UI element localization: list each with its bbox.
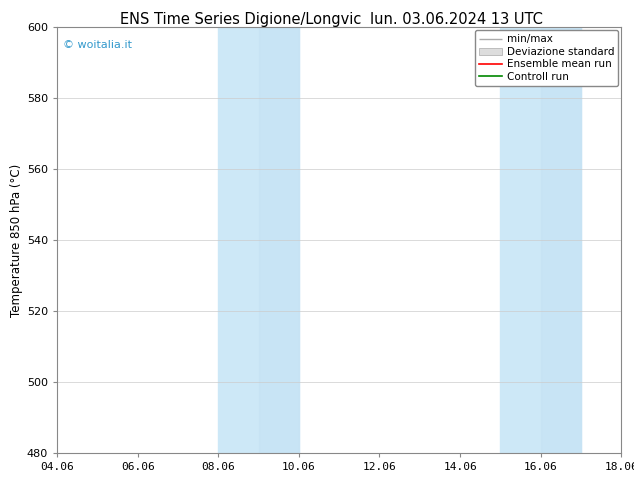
Text: © woitalia.it: © woitalia.it bbox=[63, 40, 132, 50]
Bar bbox=[218, 27, 299, 453]
Text: ENS Time Series Digione/Longvic: ENS Time Series Digione/Longvic bbox=[120, 12, 361, 27]
Y-axis label: Temperature 850 hPa (°C): Temperature 850 hPa (°C) bbox=[10, 164, 23, 317]
Legend: min/max, Deviazione standard, Ensemble mean run, Controll run: min/max, Deviazione standard, Ensemble m… bbox=[476, 30, 618, 86]
Bar bbox=[541, 27, 581, 453]
Bar bbox=[259, 27, 299, 453]
Text: lun. 03.06.2024 13 UTC: lun. 03.06.2024 13 UTC bbox=[370, 12, 543, 27]
Bar bbox=[500, 27, 581, 453]
